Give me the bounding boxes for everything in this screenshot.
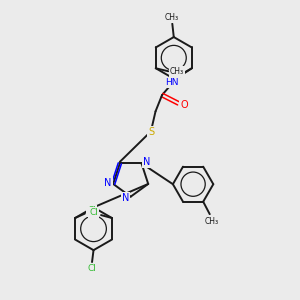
Text: N: N [143,157,151,167]
Text: CH₃: CH₃ [170,67,184,76]
Text: CH₃: CH₃ [205,217,219,226]
Text: N: N [104,178,112,188]
Text: CH₃: CH₃ [164,13,178,22]
Text: Cl: Cl [88,264,97,273]
Text: HN: HN [165,78,178,87]
Text: Cl: Cl [89,208,98,217]
Text: S: S [148,127,154,137]
Text: Cl: Cl [87,206,96,215]
Text: N: N [122,193,129,203]
Text: O: O [181,100,188,110]
